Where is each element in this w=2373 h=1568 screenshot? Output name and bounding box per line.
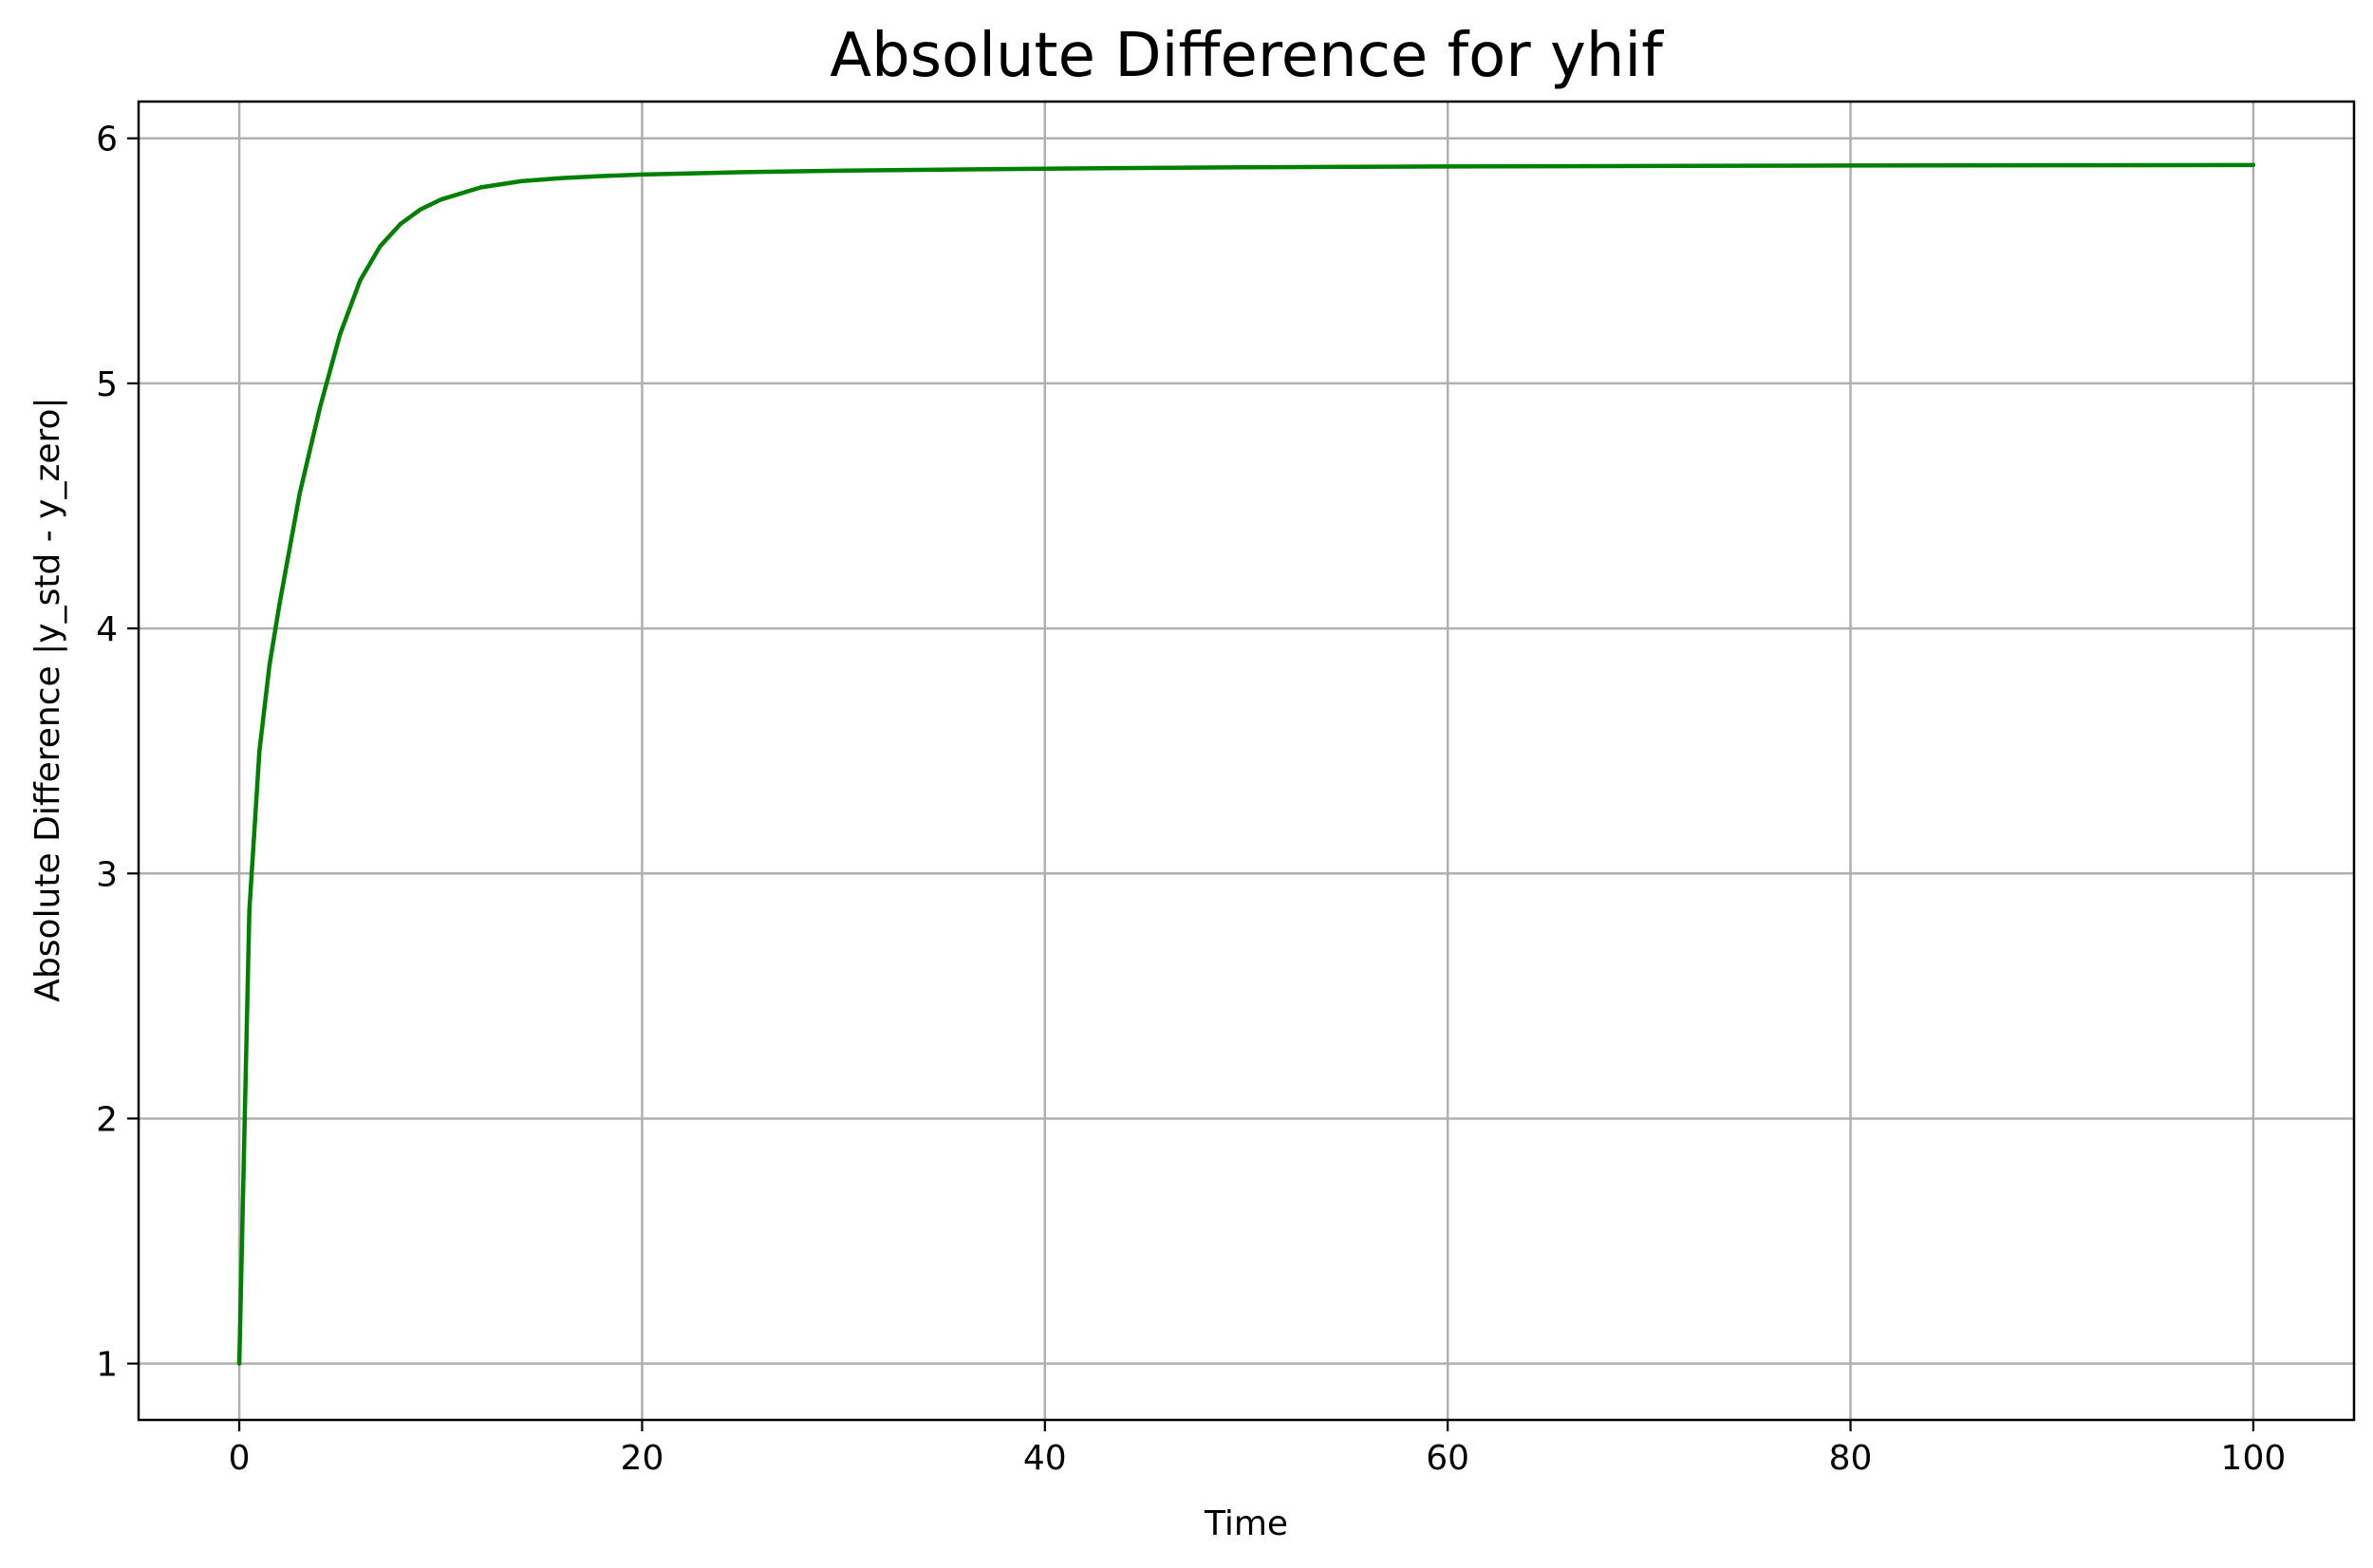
- y-tick-label: 5: [96, 365, 118, 404]
- series-line: [236, 162, 2256, 1366]
- y-tick-label: 1: [96, 1346, 118, 1385]
- y-tick-label: 2: [96, 1100, 118, 1139]
- y-tick-label: 3: [96, 855, 118, 894]
- series-layer: [236, 162, 2256, 1366]
- ticks: 0 20 40 60 80 100 1 2 3 4 5 6: [96, 121, 2286, 1478]
- y-tick-label: 6: [96, 121, 118, 159]
- plot-frame: [137, 100, 2356, 1422]
- y-tick-label: 4: [96, 610, 118, 649]
- chart-title: Absolute Difference for yhif: [830, 21, 1664, 91]
- x-axis-label: Time: [1204, 1504, 1288, 1543]
- grid: [139, 102, 2354, 1420]
- x-tick-label: 60: [1426, 1439, 1469, 1478]
- y-axis-label: Absolute Difference |y_std - y_zero|: [28, 397, 67, 1001]
- x-tick-label: 40: [1023, 1439, 1067, 1478]
- x-tick-label: 80: [1829, 1439, 1873, 1478]
- x-tick-label: 20: [621, 1439, 664, 1478]
- x-tick-label: 100: [2221, 1439, 2287, 1478]
- x-tick-label: 0: [229, 1439, 251, 1478]
